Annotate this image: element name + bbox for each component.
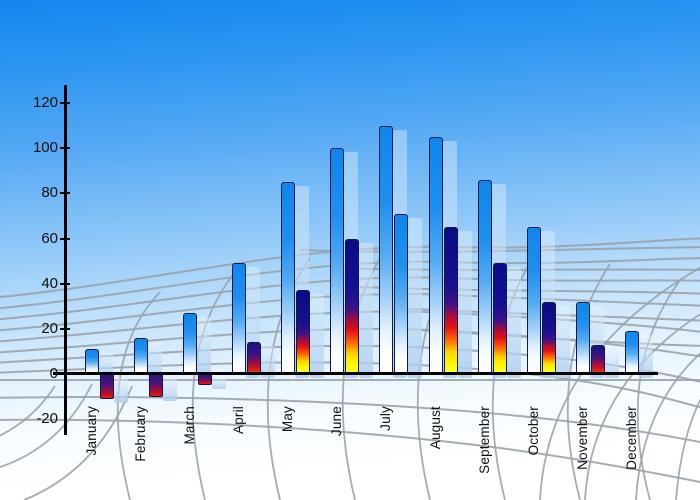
y-tick-label-120: 120	[32, 94, 58, 111]
bar-shadow-february-secondary	[163, 378, 177, 401]
bar-february-primary	[134, 337, 148, 374]
grid-arc-left	[23, 385, 133, 500]
bar-october-secondary	[542, 301, 556, 374]
y-tick-label-60: 60	[41, 229, 58, 247]
month-label-november: November	[575, 406, 590, 470]
month-label-may: May	[280, 406, 295, 433]
month-label-july: July	[378, 406, 393, 431]
y-tick-mark-40	[60, 282, 70, 285]
bar-september-primary	[478, 179, 492, 374]
bar-may-primary	[281, 182, 295, 374]
grid-arc-right	[635, 352, 700, 500]
month-label-october: October	[526, 406, 541, 456]
bar-shadow-august-secondary	[458, 231, 472, 378]
grid-arc-right	[584, 313, 700, 500]
bar-june-primary	[330, 148, 344, 374]
y-tick-label-0: 0	[49, 365, 58, 382]
bar-shadow-march-primary	[197, 317, 211, 378]
bar-november-secondary	[591, 344, 605, 374]
grid-arc-right	[675, 398, 700, 500]
bar-shadow-june-secondary	[359, 242, 373, 378]
month-label-december: December	[624, 406, 639, 470]
bar-march-primary	[183, 313, 197, 374]
bar-january-secondary	[100, 374, 114, 399]
bar-shadow-december-primary	[639, 335, 653, 378]
y-tick-mark-100	[60, 147, 70, 150]
y-tick-mark-60	[60, 237, 70, 240]
bar-shadow-september-secondary	[507, 267, 521, 378]
bar-shadow-march-secondary	[212, 378, 226, 390]
bar-march-secondary	[198, 374, 212, 386]
month-label-january: January	[84, 406, 99, 456]
bar-june-secondary	[345, 238, 359, 374]
month-label-february: February	[133, 406, 148, 462]
bar-may-secondary	[296, 290, 310, 374]
grid-arc-left	[0, 385, 56, 437]
bar-september-secondary	[493, 263, 507, 374]
y-tick-label-100: 100	[32, 139, 58, 157]
bar-shadow-november-secondary	[605, 348, 619, 378]
bar-february-secondary	[149, 374, 163, 397]
y-tick-label-40: 40	[41, 274, 58, 292]
y-tick-label--20: -20	[36, 410, 58, 428]
y-tick-mark-20	[60, 327, 70, 330]
bar-shadow-january-secondary	[114, 378, 128, 403]
bar-august-primary	[429, 136, 443, 374]
month-label-april: April	[231, 406, 246, 435]
grid-column-arc	[636, 279, 681, 500]
bar-shadow-october-secondary	[556, 305, 570, 378]
bar-october-primary	[527, 227, 541, 374]
month-label-september: September	[477, 406, 492, 474]
bar-shadow-april-secondary	[261, 346, 275, 378]
x-axis-line	[53, 372, 658, 375]
bar-december-primary	[625, 331, 639, 374]
bar-january-primary	[85, 349, 99, 374]
bar-august-secondary	[444, 227, 458, 374]
grid-row	[0, 395, 700, 444]
y-axis-line	[64, 85, 67, 435]
y-tick-label-80: 80	[41, 184, 58, 202]
month-label-june: June	[329, 406, 344, 437]
y-tick-mark-120	[60, 102, 70, 104]
month-label-august: August	[428, 406, 443, 450]
y-tick-mark-80	[60, 192, 70, 195]
month-label-march: March	[182, 406, 197, 445]
bar-july-secondary	[394, 213, 408, 374]
bar-shadow-february-primary	[148, 341, 162, 378]
bar-shadow-may-secondary	[310, 294, 324, 378]
bar-november-primary	[576, 301, 590, 374]
grid-arc-left	[0, 383, 93, 468]
bar-april-primary	[232, 263, 246, 374]
bar-april-secondary	[247, 342, 261, 374]
grid-row	[0, 418, 700, 484]
bar-shadow-july-secondary	[408, 217, 422, 378]
bar-shadow-january-primary	[99, 353, 113, 378]
y-tick-label-20: 20	[41, 319, 58, 337]
bar-july-primary	[379, 125, 393, 374]
